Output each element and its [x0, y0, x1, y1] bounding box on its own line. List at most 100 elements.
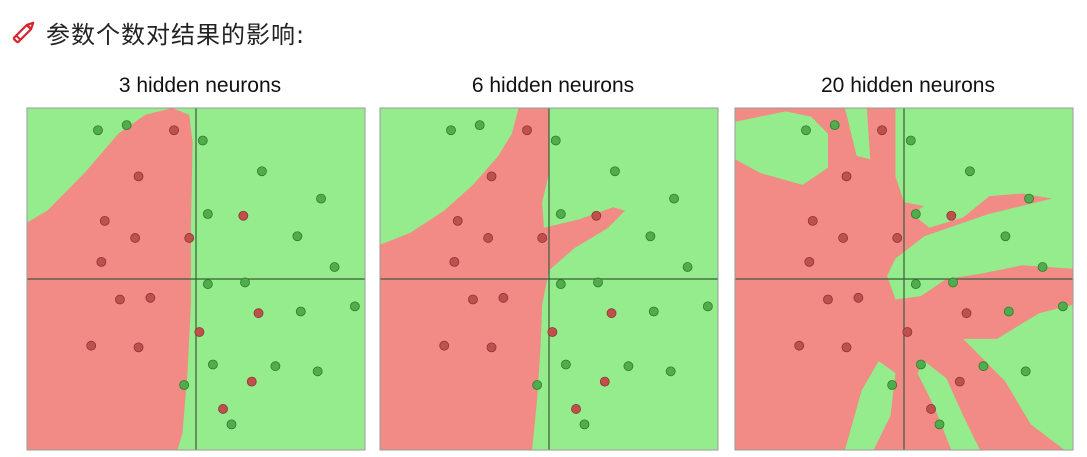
green-data-point	[312, 366, 323, 377]
red-data-point	[99, 215, 110, 226]
decision-boundary-plot	[734, 107, 1074, 451]
green-data-point	[579, 419, 590, 430]
red-data-point	[452, 215, 463, 226]
green-class-region	[963, 304, 1073, 450]
green-data-point	[292, 231, 303, 242]
red-data-point	[892, 233, 903, 243]
green-data-point	[669, 193, 679, 204]
green-data-point	[610, 166, 620, 177]
red-data-point	[218, 404, 228, 414]
green-data-point	[202, 209, 213, 219]
red-data-point	[449, 256, 460, 267]
green-data-point	[93, 125, 103, 136]
chart-panel-20-neurons: 20 hidden neurons	[733, 70, 1083, 451]
green-data-point	[1057, 301, 1068, 312]
red-data-point	[486, 342, 497, 353]
green-data-point	[801, 125, 811, 136]
green-data-point	[226, 419, 237, 430]
green-data-point	[207, 359, 218, 370]
green-data-point	[179, 380, 190, 390]
green-data-point	[550, 135, 561, 146]
red-data-point	[96, 256, 107, 267]
green-data-point	[1000, 231, 1011, 242]
green-class-region	[917, 361, 980, 450]
red-data-point	[238, 210, 249, 221]
green-data-point	[474, 120, 485, 131]
red-data-point	[961, 308, 972, 319]
red-data-point	[486, 171, 497, 182]
green-data-point	[295, 306, 306, 317]
green-data-point	[910, 279, 921, 290]
chart-panel-6-neurons: 6 hidden neurons	[378, 70, 728, 451]
red-data-point	[841, 342, 852, 353]
red-data-point	[145, 292, 156, 303]
red-data-point	[86, 340, 97, 351]
green-data-point	[270, 361, 281, 372]
green-data-point	[948, 277, 958, 288]
green-data-point	[682, 262, 693, 272]
green-data-point	[121, 120, 132, 131]
green-data-point	[349, 301, 360, 312]
red-data-point	[133, 171, 144, 182]
green-data-point	[560, 359, 571, 370]
green-data-point	[915, 359, 926, 370]
green-data-point	[665, 366, 676, 377]
red-data-point	[439, 340, 450, 351]
red-data-point	[522, 125, 532, 136]
green-data-point	[555, 209, 566, 219]
red-data-point	[571, 404, 581, 414]
section-heading: 参数个数对结果的影响:	[8, 12, 305, 52]
green-data-point	[887, 380, 898, 390]
red-data-point	[804, 256, 815, 267]
heading-text: 参数个数对结果的影响:	[46, 20, 306, 49]
red-data-point	[468, 294, 478, 305]
green-data-point	[829, 120, 840, 131]
red-data-point	[877, 125, 887, 136]
plot-frame	[26, 107, 366, 451]
green-data-point	[197, 135, 208, 146]
green-class-region	[887, 193, 1073, 300]
chart-title: 20 hidden neurons	[821, 74, 995, 97]
red-data-point	[591, 210, 602, 221]
red-data-point	[823, 294, 833, 305]
red-data-point	[599, 376, 610, 387]
green-class-region	[912, 159, 1016, 228]
red-data-point	[946, 210, 957, 221]
green-data-point	[1003, 306, 1014, 317]
green-data-point	[1037, 262, 1048, 272]
red-data-point	[902, 327, 913, 337]
green-data-point	[905, 135, 916, 146]
green-data-point	[702, 301, 713, 312]
green-data-point	[240, 277, 250, 288]
green-class-region	[895, 108, 1073, 208]
red-data-point	[794, 340, 805, 351]
red-data-point	[246, 376, 257, 387]
green-data-point	[329, 262, 340, 272]
green-data-point	[316, 193, 326, 204]
pencil-icon	[12, 21, 35, 44]
green-data-point	[1020, 366, 1031, 377]
green-data-point	[1024, 193, 1034, 204]
decision-boundary-plot	[379, 107, 719, 451]
red-data-point	[115, 294, 125, 305]
green-data-point	[555, 279, 566, 290]
red-data-point	[547, 327, 558, 337]
green-data-point	[965, 166, 975, 177]
green-data-point	[645, 231, 656, 242]
red-data-point	[807, 215, 818, 226]
red-data-point	[184, 233, 195, 243]
red-data-point	[606, 308, 617, 319]
green-data-point	[257, 166, 267, 177]
red-data-point	[841, 171, 852, 182]
chart-title: 3 hidden neurons	[118, 74, 282, 97]
red-data-point	[253, 308, 264, 319]
red-data-point	[169, 125, 179, 136]
red-data-point	[838, 233, 849, 243]
green-class-region	[844, 108, 871, 160]
red-data-point	[130, 233, 141, 243]
decision-boundary-plot	[26, 107, 366, 451]
red-data-point	[483, 233, 494, 243]
plot-frame	[734, 107, 1074, 451]
green-data-point	[532, 380, 543, 390]
green-data-point	[623, 361, 634, 372]
